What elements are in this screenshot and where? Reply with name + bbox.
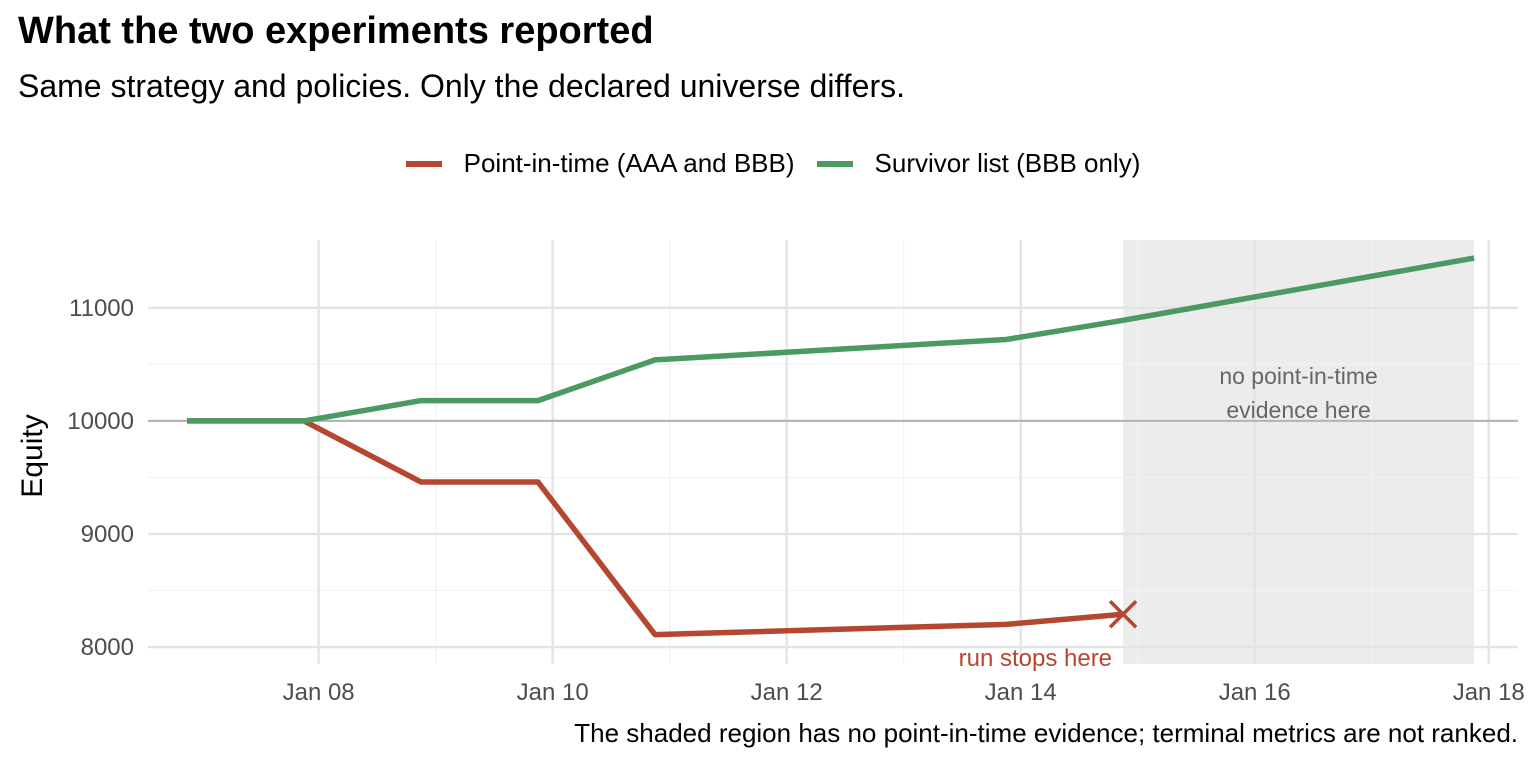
y-tick-label: 8000 [81, 634, 134, 661]
series-line-survivor-list [187, 255, 1475, 424]
legend-label-survivor-list: Survivor list (BBB only) [874, 148, 1141, 178]
run-end-marker [1108, 600, 1138, 629]
run-stops-annotation: run stops here [959, 645, 1112, 672]
chart-caption: The shaded region has no point-in-time e… [574, 718, 1518, 748]
shaded-region-label: no point-in-time [1219, 363, 1378, 389]
x-tick-label: Jan 10 [517, 679, 589, 706]
shaded-region-label: evidence here [1226, 397, 1371, 423]
x-tick-label: Jan 16 [1219, 679, 1291, 706]
legend-label-point-in-time: Point-in-time (AAA and BBB) [463, 148, 795, 178]
x-tick-label: Jan 08 [283, 679, 355, 706]
chart-title: What the two experiments reported [18, 10, 654, 52]
y-tick-label: 11000 [69, 295, 134, 322]
legend-key-point-in-time [405, 160, 442, 167]
chart-legend: Point-in-time (AAA and BBB) Survivor lis… [0, 148, 1536, 179]
legend-item-point-in-time: Point-in-time (AAA and BBB) [396, 148, 795, 179]
legend-key-survivor-list [816, 160, 853, 167]
x-tick-label: Jan 14 [985, 679, 1057, 706]
y-tick-label: 9000 [81, 521, 134, 548]
legend-item-survivor-list: Survivor list (BBB only) [807, 148, 1141, 179]
y-axis-title: Equity [16, 414, 49, 497]
y-tick-label: 10000 [67, 408, 134, 435]
chart-subtitle: Same strategy and policies. Only the dec… [18, 68, 905, 104]
series-line-point-in-time [187, 418, 1124, 638]
shaded-region [1123, 240, 1475, 664]
x-tick-label: Jan 12 [751, 679, 823, 706]
x-tick-label: Jan 18 [1453, 679, 1525, 706]
